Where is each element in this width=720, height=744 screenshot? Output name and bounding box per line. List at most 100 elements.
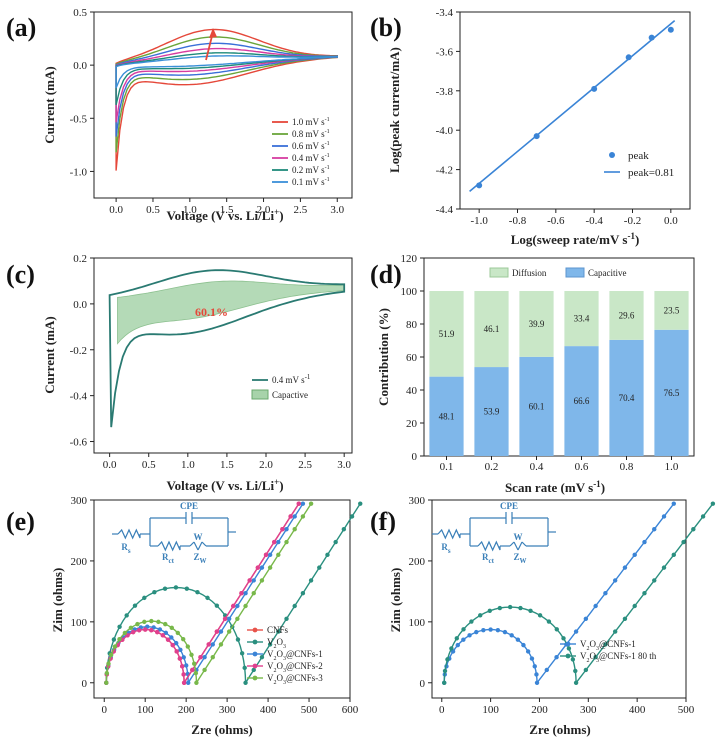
chart-b-xtick-label: -0.6	[547, 215, 565, 227]
chart-e-circuit-resistor	[117, 528, 141, 540]
chart-f-series-point	[612, 578, 618, 583]
chart-b-ytick-label: -4.4	[436, 204, 454, 216]
chart-e-series-point	[308, 578, 314, 583]
chart-a-series-0-1-mV-s-1	[115, 55, 338, 89]
chart-f-xlabel: Zre (ohms)	[529, 722, 591, 737]
chart-e-series-point	[152, 589, 157, 595]
chart-b-point	[648, 34, 655, 41]
chart-e-legend-label: V2O3	[267, 637, 286, 650]
chart-b-xtick-label: -0.4	[585, 215, 603, 227]
chart-e-series-point	[184, 663, 189, 668]
chart-e-legend-marker	[252, 663, 258, 669]
chart-f-series-point	[583, 667, 589, 673]
chart-e-series-point	[173, 585, 179, 590]
chart-b-legend-fit: peak=0.81	[628, 167, 674, 179]
chart-e-series-point	[108, 652, 114, 657]
chart-f-series-point	[681, 539, 686, 545]
chart-f-series-point	[495, 627, 501, 633]
chart-b-point	[625, 54, 632, 61]
chart-d-bar-diffusion	[564, 291, 599, 347]
chart-a-legend-label: 0.8 mV s-1	[292, 129, 330, 139]
chart-e-xlabel: Zre (ohms)	[191, 722, 253, 737]
chart-f-series-point	[467, 633, 472, 638]
chart-f-ytick-label: 300	[409, 495, 426, 507]
chart-e-series-point	[235, 637, 241, 642]
chart-f-ticks: 0 100 200 300 400 500 0 100 200 300	[409, 495, 695, 716]
chart-f-legend-label: V2O3@CNFs-1 80 th	[580, 651, 657, 664]
chart-d-label-diffusion: 46.1	[484, 324, 500, 334]
chart-f-series-point	[534, 680, 540, 685]
chart-a-series-0-2-mV-s-1	[115, 52, 338, 106]
chart-b-point	[476, 182, 483, 189]
chart-f-series-point	[478, 613, 483, 618]
chart-a: 0.0 0.5 1.0 1.5 2.0 2.5 3.0 -1.0 -0.5 0.0 0.5 1.0 …	[42, 7, 353, 223]
chart-d-bar-diffusion	[609, 291, 644, 340]
chart-c-xlabel: Voltage (V vs. Li/Li+)	[166, 477, 283, 493]
chart-e-legend-marker	[252, 639, 258, 645]
chart-e-series-point	[267, 565, 273, 570]
chart-e-series-point	[284, 616, 289, 621]
chart-e-xtick-label: 200	[178, 704, 195, 716]
chart-e-series-point	[242, 665, 247, 671]
chart-b: -1.0 -0.8 -0.6 -0.4 -0.2 0.0 -4.4 -4.2 -4.0 -3.8 -…	[387, 7, 691, 247]
chart-d-ytick-label: 100	[401, 286, 418, 298]
panel-label-f: (f)	[370, 507, 396, 536]
chart-a-xtick-label: 0.0	[109, 204, 123, 216]
chart-b-point	[533, 133, 540, 140]
chart-f-series-point	[661, 514, 667, 519]
chart-f-circuit: CPE Rs Rct W ZW	[432, 501, 556, 565]
chart-e-series-point	[163, 621, 168, 627]
chart-f-series-point	[518, 605, 523, 611]
chart-c: 0.0 0.5 1.0 1.5 2.0 2.5 3.0-0.6-0.4-0.20.00.2 …	[42, 253, 353, 493]
chart-e-series-point	[231, 603, 236, 609]
chart-a-legend-label: 0.2 mV s-1	[292, 165, 330, 175]
chart-f-xtick-label: 500	[678, 704, 695, 716]
chart-e-series-point	[276, 552, 281, 558]
chart-c-ytick-label: 0.0	[73, 299, 87, 311]
chart-a-xtick-label: 0.5	[146, 204, 160, 216]
chart-e-series-point	[185, 644, 190, 649]
chart-d-label-diffusion: 51.9	[439, 329, 455, 339]
chart-b-xtick-label: -0.8	[509, 215, 527, 227]
chart-f-series-point	[612, 629, 618, 634]
chart-f-series-point	[622, 565, 628, 570]
chart-f-series-point	[573, 629, 579, 634]
chart-e-circuit-wire	[197, 541, 203, 551]
chart-e-series-point	[247, 578, 252, 583]
chart-e-series-point	[157, 627, 163, 632]
chart-a-series-0-8-mV-s-1	[115, 36, 338, 153]
chart-d-label-capacitive: 48.1	[439, 411, 455, 421]
chart-e-legend-marker	[252, 675, 258, 681]
chart-d-bar-capacitive	[564, 346, 599, 456]
chart-f-series-point	[474, 629, 479, 635]
chart-f-circuit-rs-label: Rs	[441, 542, 451, 555]
chart-a-series-0-4-mV-s-1	[115, 47, 338, 123]
chart-e-series-point	[218, 642, 224, 647]
chart-f-series-point	[532, 664, 537, 669]
chart-f-series-point	[544, 667, 549, 673]
chart-f-circuit-wire	[521, 541, 527, 547]
chart-b-xtick-label: -1.0	[470, 215, 488, 227]
chart-f-series-point	[469, 619, 474, 624]
chart-e-series-point	[202, 667, 207, 673]
chart-e-series-point	[284, 539, 289, 545]
chart-f-ytick-label: 100	[409, 617, 426, 629]
chart-e-legend-label: V2O3@CNFs-2	[267, 661, 323, 674]
chart-e-series-point	[251, 591, 256, 596]
chart-d-bar-diffusion	[429, 291, 464, 377]
chart-f-circuit-wire	[513, 541, 519, 551]
chart-d-label-capacitive: 53.9	[484, 407, 500, 417]
chart-e-legend-label: CNFs	[267, 625, 289, 635]
chart-f-circuit-wire	[509, 541, 515, 547]
chart-a-frame	[93, 11, 353, 199]
chart-c-legend-fill	[251, 389, 269, 400]
chart-f-series-point	[642, 591, 647, 596]
chart-f-frame	[431, 499, 687, 699]
chart-d-ytick-label: 60	[406, 352, 418, 364]
chart-e-series-point	[226, 629, 232, 634]
chart-b-ytick-label: -4.0	[436, 125, 454, 137]
chart-d-xtick-label: 0.6	[575, 461, 589, 473]
chart-d-ytick-label: 20	[406, 418, 418, 430]
chart-a-legend-label: 0.1 mV s-1	[292, 177, 330, 187]
